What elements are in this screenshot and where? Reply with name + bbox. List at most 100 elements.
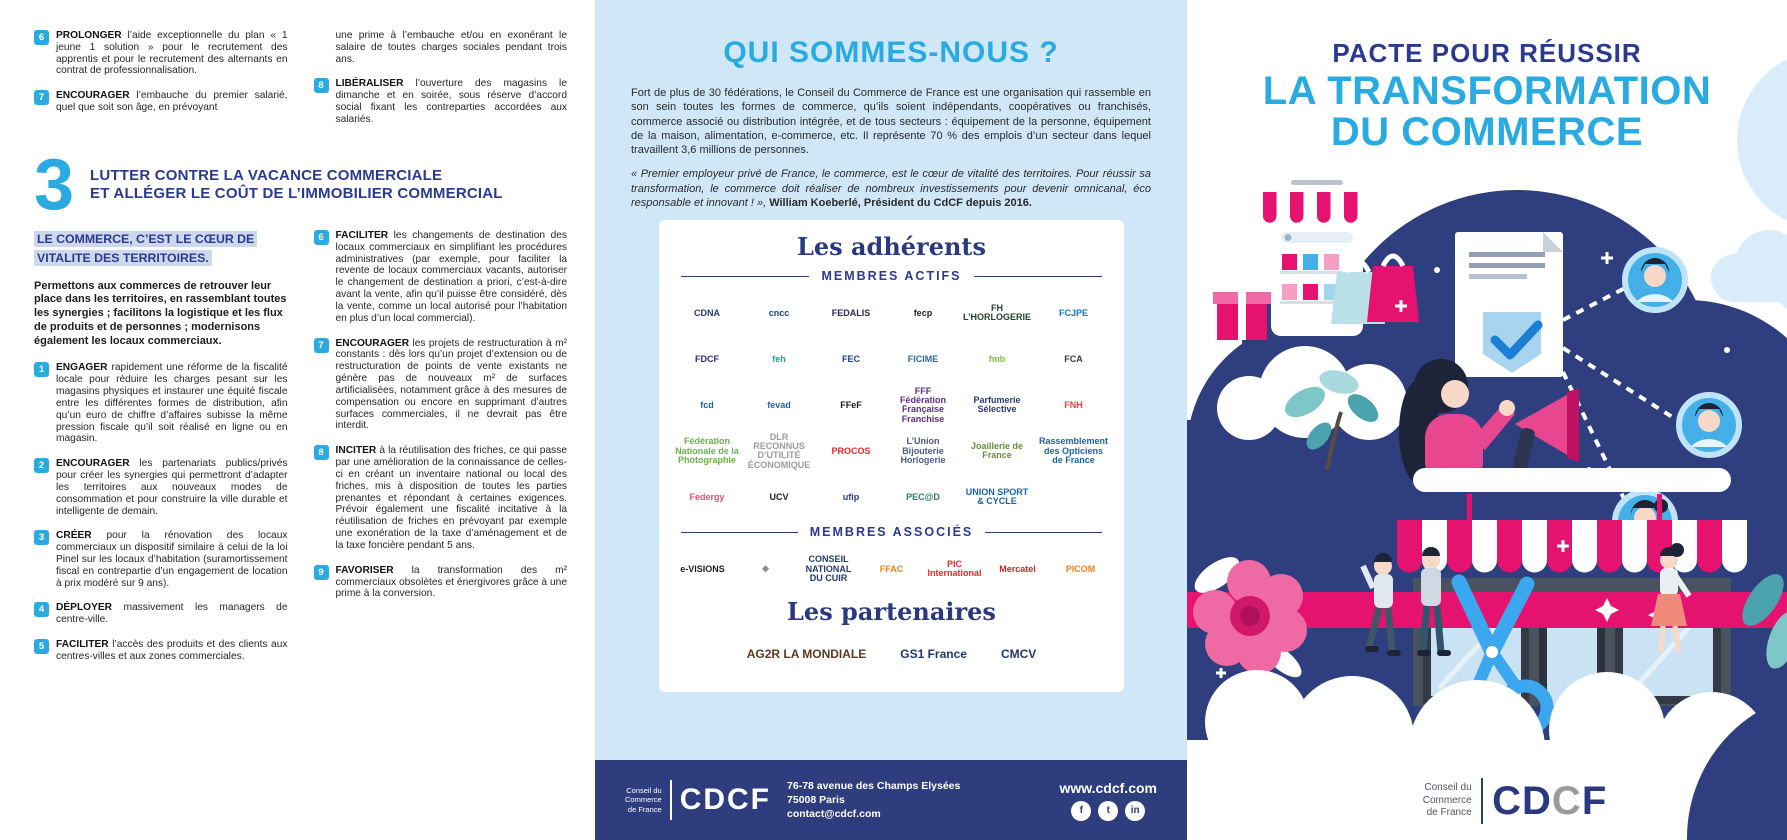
- email-link[interactable]: contact@cdcf.com: [787, 808, 881, 821]
- item-number-badge: 8: [313, 78, 329, 94]
- associate-logo: CONSEIL NATIONAL DU CUIR: [805, 554, 852, 584]
- document-check-icon: [1455, 232, 1563, 377]
- action-item: 8 LIBÉRALISER l’ouverture des magasins l…: [313, 78, 567, 125]
- member-logo: Rassemblement des Opticiens de France: [1038, 436, 1108, 466]
- section-3-columns: LE COMMERCE, C’EST LE CŒUR DE VITALITE D…: [34, 229, 567, 676]
- cover-kicker: PACTE POUR RÉUSSIR: [1332, 38, 1642, 68]
- action-item: 3 CRÉER pour la rénovation des locaux co…: [34, 530, 288, 589]
- partenaires-logos: AG2R LA MONDIALE GS1 France CMCV: [675, 634, 1108, 674]
- cdcf-wordmark: CDCF: [679, 783, 772, 816]
- partenaires-title: Les partenaires: [787, 597, 996, 627]
- left-panel: 6 PROLONGER l’aide exceptionnelle du pla…: [0, 0, 595, 840]
- social-icon[interactable]: t: [1098, 800, 1119, 821]
- member-logo: PEC@D: [906, 491, 940, 502]
- item-number-badge: 3: [34, 530, 49, 546]
- item-number-badge: 2: [34, 458, 49, 474]
- item-number-badge: 7: [313, 337, 329, 353]
- about-paragraph: Fort de plus de 30 fédérations, le Conse…: [631, 87, 1151, 157]
- action-item: 2 ENCOURAGER les partenariats publics/pr…: [34, 458, 288, 517]
- member-logo: ufip: [842, 491, 860, 502]
- item-number-badge: 6: [34, 30, 49, 45]
- associate-logo: ❖: [761, 563, 770, 574]
- address-block: 76-78 avenue des Champs Elysées 75008 Pa…: [787, 779, 961, 821]
- cdcf-logo-white: Conseil du Commerce de France CDCF: [625, 780, 771, 820]
- action-item: 7 ENCOURAGER l’embauche du premier salar…: [34, 90, 288, 114]
- member-logo: Joaillerie de France: [970, 440, 1023, 461]
- sparkle-icon: [1434, 267, 1730, 473]
- cover-title: LA TRANSFORMATION DU COMMERCE: [1262, 69, 1712, 154]
- quote-author: William Koeberlé, Président du CdCF depu…: [769, 197, 1032, 210]
- shopping-bags-icon: [1331, 253, 1419, 324]
- section-3-header: 3 LUTTER CONTRE LA VACANCE COMMERCIALE E…: [34, 144, 567, 225]
- members-box: Les adhérents MEMBRES ACTIFS CDNA cncc F…: [659, 220, 1124, 693]
- person: [1360, 553, 1401, 656]
- action-item: 7 ENCOURAGER les projets de restructurat…: [313, 337, 567, 433]
- member-logo: FICIME: [907, 353, 939, 364]
- member-logo: PROCOS: [831, 445, 871, 456]
- person: [1651, 543, 1692, 653]
- item-number-badge: 8: [313, 445, 329, 461]
- middle-panel: QUI SOMMES-NOUS ? Fort de plus de 30 féd…: [595, 0, 1187, 840]
- section-title: LUTTER CONTRE LA VACANCE COMMERCIALE ET …: [90, 167, 503, 203]
- action-item: 4 DÉPLOYER massivement les managers de c…: [34, 602, 288, 626]
- web-social-block: www.cdcf.com f t in: [1059, 780, 1157, 821]
- member-logo: fmb: [988, 353, 1006, 364]
- partner-logo: CMCV: [1000, 647, 1037, 662]
- right-panel: PACTE POUR RÉUSSIR LA TRANSFORMATION DU …: [1187, 0, 1787, 840]
- member-logo: UNION SPORT & CYCLE: [965, 486, 1029, 507]
- section-number: 3: [34, 144, 75, 225]
- social-icons: f t in: [1059, 800, 1157, 821]
- website-link[interactable]: www.cdcf.com: [1059, 779, 1157, 796]
- action-item: 1 ENGAGER rapidement une réforme de la f…: [34, 362, 288, 445]
- member-logo: cncc: [768, 307, 790, 318]
- member-logo: FFF Fédération Française Franchise: [899, 385, 946, 424]
- org-name: Conseil du Commerce de France: [625, 785, 662, 814]
- logo-divider: [669, 780, 672, 820]
- cloud-icon: [1737, 59, 1787, 221]
- org-name: Conseil du Commerce de France: [1422, 782, 1472, 819]
- action-item: 5 FACILITER l’accès des produits et des …: [34, 639, 288, 663]
- membres-associes-divider: MEMBRES ASSOCIÉS: [681, 525, 1103, 539]
- partner-logo: GS1 France: [900, 647, 967, 662]
- item-number-badge: 6: [313, 229, 329, 245]
- adherents-title: Les adhérents: [796, 232, 987, 262]
- contact-footer: Conseil du Commerce de France CDCF 76-78 a…: [595, 760, 1187, 840]
- action-item: 8 INCITER à la réutilisation des friches…: [313, 445, 567, 551]
- logo-divider: [1480, 778, 1484, 824]
- highlight-statement: LE COMMERCE, C’EST LE CŒUR DE VITALITE D…: [34, 230, 258, 266]
- top-column-2: une prime à l’embauche et/ou en exonéran…: [313, 30, 568, 139]
- sparkle-icon: [1216, 252, 1747, 678]
- member-logo: fevad: [767, 399, 791, 410]
- associate-logo: PICOM: [1065, 563, 1096, 574]
- member-logo: Fédération Nationale de la Photographie: [675, 436, 739, 466]
- item-number-badge: 5: [34, 639, 49, 655]
- member-logo: feh: [772, 353, 786, 364]
- action-item: 9 FAVORISER la transformation des m² com…: [313, 564, 567, 600]
- plant-icon: [1742, 574, 1787, 669]
- continuation-text: une prime à l’embauche et/ou en exonéran…: [335, 30, 568, 65]
- member-logo: FFeF: [840, 399, 862, 410]
- cover-title-block: PACTE POUR RÉUSSIR LA TRANSFORMATION DU …: [1187, 38, 1787, 153]
- avatar: [1676, 392, 1742, 458]
- top-column-1: 6 PROLONGER l’aide exceptionnelle du pla…: [34, 30, 288, 139]
- person: [1417, 547, 1451, 656]
- item-number-badge: 9: [313, 564, 329, 580]
- tree-icon: [1285, 370, 1379, 471]
- balcony: [1413, 468, 1731, 522]
- top-columns: 6 PROLONGER l’aide exceptionnelle du pla…: [34, 30, 567, 139]
- partner-logo: AG2R LA MONDIALE: [746, 647, 867, 662]
- associate-logo: e-VISIONS: [680, 563, 725, 574]
- page-title: QUI SOMMES-NOUS ?: [723, 36, 1059, 69]
- member-logo: CDNA: [693, 307, 720, 318]
- social-icon[interactable]: in: [1125, 800, 1146, 821]
- member-logo: FCJPE: [1058, 307, 1088, 318]
- action-item: 6 FACILITER les changements de destinati…: [313, 229, 567, 325]
- member-logo: Parfumerie Sélective: [973, 394, 1021, 415]
- member-logo: FH L’HORLOGERIE: [962, 302, 1031, 323]
- item-number-badge: 1: [34, 362, 49, 378]
- social-icon[interactable]: f: [1071, 800, 1092, 821]
- awning: [1397, 520, 1747, 573]
